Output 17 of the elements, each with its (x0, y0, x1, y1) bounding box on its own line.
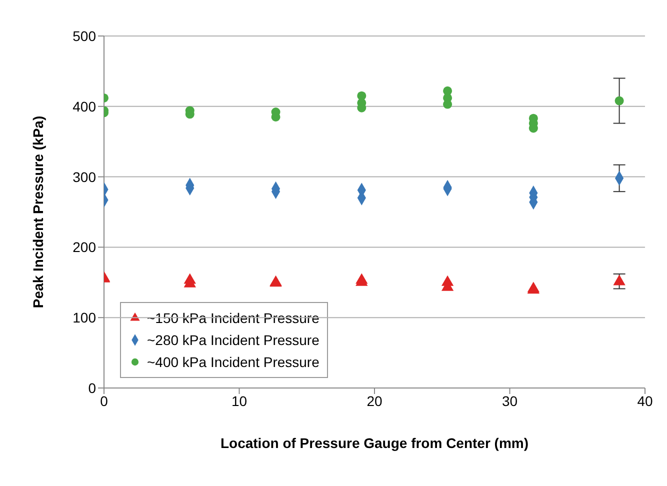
y-tick-label: 0 (88, 380, 96, 396)
legend-label: ~400 kPa Incident Pressure (147, 353, 320, 372)
y-tick-label: 500 (72, 28, 96, 44)
y-tick-label: 400 (72, 98, 96, 114)
x-tick-label: 30 (502, 392, 518, 409)
point (613, 274, 626, 286)
y-axis-title: Peak Incident Pressure (kPa) (30, 116, 46, 308)
x-tick-label: 10 (231, 392, 248, 409)
legend-label: ~280 kPa Incident Pressure (147, 331, 320, 350)
y-tick-label: 100 (72, 310, 96, 326)
y-tick-label: 300 (72, 168, 96, 185)
x-tick-label: 20 (366, 392, 382, 409)
x-tick-label: 0 (100, 392, 108, 409)
y-tick-label: 200 (72, 239, 96, 256)
point (614, 96, 624, 106)
x-tick-label: 40 (637, 392, 653, 409)
x-axis-title: Location of Pressure Gauge from Center (mm) (220, 435, 529, 451)
